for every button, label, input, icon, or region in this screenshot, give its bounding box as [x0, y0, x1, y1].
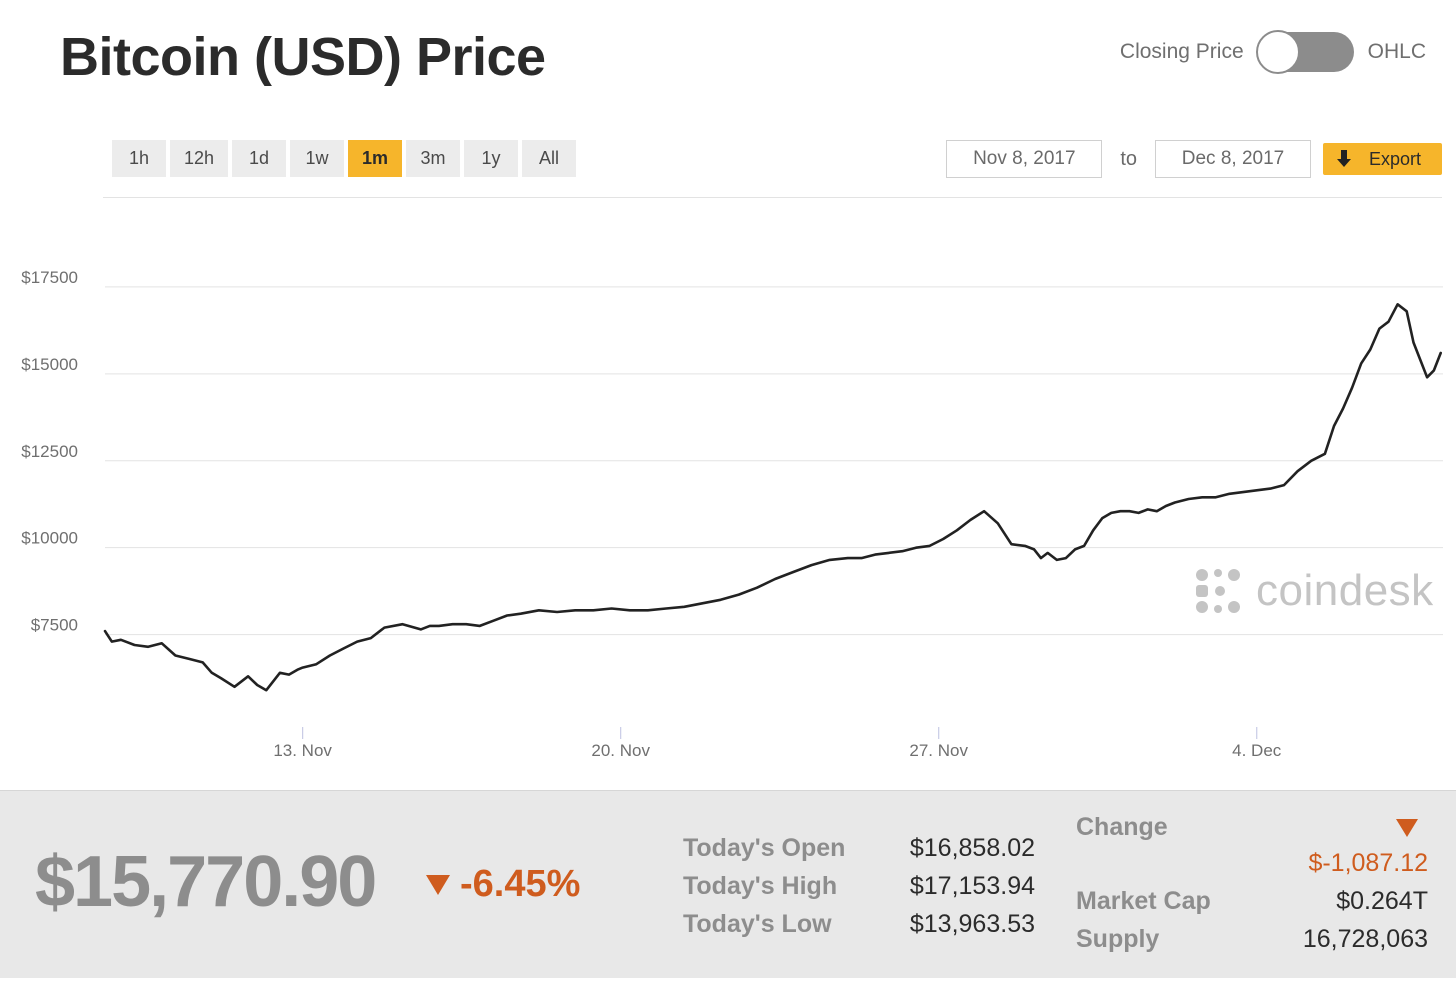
- export-label: Export: [1369, 148, 1422, 169]
- supply-value: 16,728,063: [1302, 925, 1428, 953]
- current-price: $15,770.90: [35, 842, 377, 922]
- stats-label: Today's High: [683, 871, 838, 900]
- stats-value: $13,963.53: [909, 909, 1035, 938]
- x-axis-ticks: 13. Nov 20. Nov 27. Nov 4. Dec: [273, 727, 1282, 760]
- range-button-12h[interactable]: 12h: [170, 140, 229, 177]
- x-tick-label: 20. Nov: [591, 741, 650, 760]
- header-divider: [103, 197, 1442, 198]
- page-title: Bitcoin (USD) Price: [60, 27, 546, 87]
- supply-row: Supply 16,728,063: [1076, 925, 1428, 954]
- y-tick-label: $17500: [21, 268, 78, 287]
- range-buttons: 1h 12h 1d 1w 1m 3m 1y All: [112, 140, 577, 177]
- price-line[interactable]: [103, 303, 1442, 692]
- percent-change: -6.45%: [426, 863, 580, 906]
- date-from-input[interactable]: Nov 8, 2017: [946, 140, 1103, 178]
- coindesk-logo-icon: [1196, 569, 1240, 613]
- toggle-switch[interactable]: [1255, 30, 1354, 74]
- x-tick-label: 13. Nov: [273, 741, 332, 760]
- range-button-1y[interactable]: 1y: [464, 140, 519, 177]
- stats-row-low: Today's Low $13,963.53: [683, 905, 1035, 943]
- download-arrow-icon: [1335, 150, 1353, 168]
- y-tick-label: $12500: [21, 442, 78, 461]
- y-axis-ticks: $7500 $10000 $12500 $15000 $17500: [21, 268, 78, 635]
- percent-change-value: -6.45%: [460, 863, 581, 905]
- stats-label: Today's Open: [683, 833, 846, 862]
- y-tick-label: $7500: [31, 616, 78, 635]
- market-cap-value: $0.264T: [1336, 887, 1428, 915]
- toggle-ohlc-label[interactable]: OHLC: [1367, 40, 1426, 63]
- coindesk-logo-text: coindesk: [1256, 566, 1434, 615]
- x-tick-label: 4. Dec: [1232, 741, 1282, 760]
- stats-row-open: Today's Open $16,858.02: [683, 829, 1035, 867]
- supply-label: Supply: [1076, 925, 1160, 953]
- change-value: $-1,087.12: [1308, 849, 1428, 877]
- market-cap-row: Market Cap $0.264T: [1076, 887, 1428, 916]
- x-tick-label: 27. Nov: [909, 741, 968, 760]
- daily-stats-table: Today's Open $16,858.02 Today's High $17…: [683, 829, 1035, 943]
- stats-row-high: Today's High $17,153.94: [683, 867, 1035, 905]
- change-down-triangle-icon: [1396, 819, 1418, 837]
- down-triangle-icon: [426, 874, 450, 895]
- date-range: Nov 8, 2017 to Dec 8, 2017 Export: [946, 140, 1442, 178]
- y-tick-label: $15000: [21, 355, 78, 374]
- toggle-knob[interactable]: [1255, 30, 1300, 74]
- market-cap-label: Market Cap: [1076, 887, 1211, 915]
- y-tick-label: $10000: [21, 529, 78, 548]
- stats-label: Today's Low: [683, 909, 832, 938]
- coindesk-logo: coindesk: [1194, 566, 1434, 616]
- range-button-3m[interactable]: 3m: [406, 140, 461, 177]
- date-to-input[interactable]: Dec 8, 2017: [1155, 140, 1311, 178]
- date-to-label: to: [1120, 147, 1137, 170]
- grid-lines: [105, 286, 1443, 636]
- range-button-all[interactable]: All: [522, 140, 577, 177]
- range-button-1h[interactable]: 1h: [112, 140, 166, 177]
- range-button-1w[interactable]: 1w: [290, 140, 345, 177]
- stats-panel: $15,770.90 -6.45% Today's Open $16,858.0…: [0, 790, 1456, 978]
- price-chart[interactable]: $7500 $10000 $12500 $15000 $17500 13. Nov 20.…: [0, 200, 1456, 780]
- stats-value: $17,153.94: [909, 871, 1035, 900]
- export-button[interactable]: Export: [1323, 143, 1442, 175]
- price-mode-toggle[interactable]: Closing Price OHLC: [1119, 30, 1426, 74]
- stats-value: $16,858.02: [909, 833, 1035, 862]
- change-label: Change: [1076, 813, 1168, 841]
- range-button-1m[interactable]: 1m: [348, 140, 403, 177]
- range-button-1d[interactable]: 1d: [232, 140, 287, 177]
- toggle-closing-price-label[interactable]: Closing Price: [1119, 40, 1244, 63]
